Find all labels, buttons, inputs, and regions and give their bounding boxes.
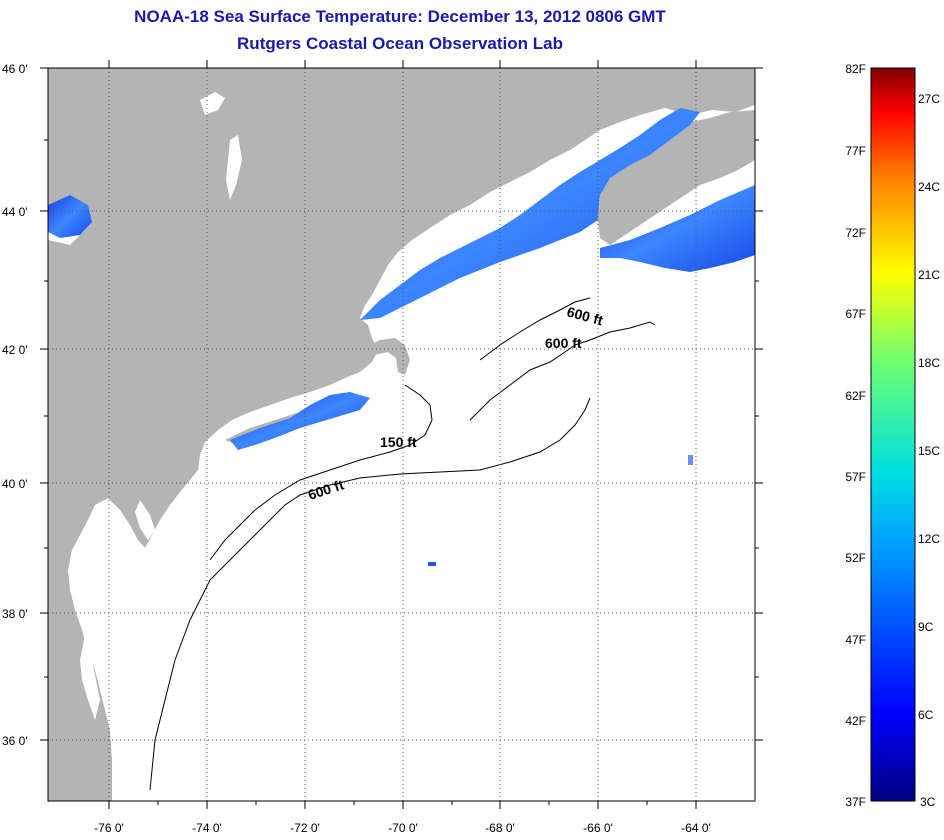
f-label-67: 67F	[845, 307, 866, 321]
contour-labels: 600 ft 600 ft 150 ft 600 ft	[306, 303, 605, 502]
lat-label-44: 44 0'	[2, 205, 28, 219]
c-label-27: 27C	[918, 92, 940, 106]
sst-speck-1	[428, 562, 436, 566]
tick-marks	[40, 60, 763, 809]
lon-label-70: -70 0'	[388, 821, 418, 835]
lake-2	[226, 135, 242, 200]
f-label-72: 72F	[845, 226, 866, 240]
lat-label-40: 40 0'	[2, 477, 28, 491]
lat-label-42: 42 0'	[2, 343, 28, 357]
f-label-77: 77F	[845, 144, 866, 158]
longitude-labels: -76 0' -74 0' -72 0' -70 0' -68 0' -66 0…	[94, 821, 711, 835]
latitude-labels: 46 0' 44 0' 42 0' 40 0' 38 0' 36 0'	[2, 62, 28, 748]
lat-label-36: 36 0'	[2, 734, 28, 748]
water-chesapeake	[80, 520, 102, 720]
colorbar-gradient	[870, 67, 916, 802]
lat-label-38: 38 0'	[2, 607, 28, 621]
contour-150ft-shelf	[209, 384, 433, 561]
contour-600ft-shelf	[149, 397, 591, 791]
c-label-9: 9C	[918, 620, 934, 634]
lake-1	[200, 92, 225, 115]
lon-label-66: -66 0'	[583, 821, 613, 835]
sst-nantucket	[230, 392, 370, 450]
c-label-3: 3C	[920, 795, 936, 809]
sst-lake-blue	[48, 195, 92, 238]
map-title: NOAA-18 Sea Surface Temperature: Decembe…	[134, 7, 666, 26]
contour-label-600ft-georges: 600 ft	[545, 335, 582, 351]
c-label-15: 15C	[918, 444, 940, 458]
f-label-62: 62F	[845, 389, 866, 403]
f-label-47: 47F	[845, 633, 866, 647]
colorbar-celsius-labels: 27C 24C 21C 18C 15C 12C 9C 6C 3C	[918, 92, 940, 809]
land-cape-cod	[370, 338, 410, 375]
contour-georges-bank	[469, 321, 656, 421]
c-label-21: 21C	[918, 268, 940, 282]
f-label-37: 37F	[845, 795, 866, 809]
map-subtitle: Rutgers Coastal Ocean Observation Lab	[237, 34, 563, 53]
map-frame	[47, 67, 756, 802]
sst-scotian-shelf	[600, 185, 755, 272]
c-label-6: 6C	[918, 708, 934, 722]
land-nova-scotia	[598, 110, 755, 245]
c-label-12: 12C	[918, 532, 940, 546]
f-label-82: 82F	[845, 62, 866, 76]
map-area	[48, 68, 755, 801]
contour-label-150ft: 150 ft	[380, 434, 417, 450]
c-label-18: 18C	[918, 356, 940, 370]
f-label-57: 57F	[845, 470, 866, 484]
sst-speck-2	[688, 455, 693, 465]
f-label-52: 52F	[845, 551, 866, 565]
c-label-24: 24C	[918, 180, 940, 194]
lat-label-46: 46 0'	[2, 62, 28, 76]
lon-label-74: -74 0'	[192, 821, 222, 835]
water-delaware-bay	[135, 500, 155, 540]
f-label-42: 42F	[845, 714, 866, 728]
colorbar-fahrenheit-labels: 82F 77F 72F 67F 62F 57F 52F 47F 42F 37F	[845, 62, 866, 809]
lon-label-76: -76 0'	[94, 821, 124, 835]
lon-label-72: -72 0'	[290, 821, 320, 835]
lon-label-64: -64 0'	[681, 821, 711, 835]
temperature-colorbar: 82F 77F 72F 67F 62F 57F 52F 47F 42F 37F …	[845, 62, 940, 809]
lon-label-68: -68 0'	[485, 821, 515, 835]
sst-gulf-of-maine	[360, 108, 700, 320]
land-mainland	[48, 68, 755, 801]
